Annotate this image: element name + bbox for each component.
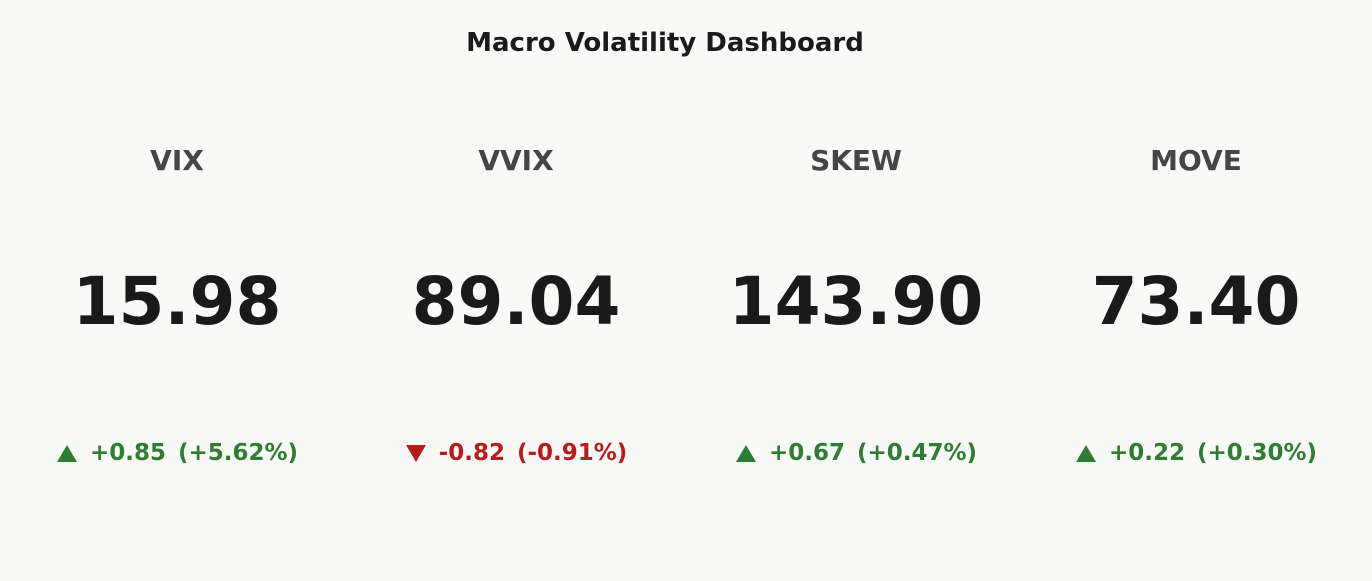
tile-value: 15.98 <box>72 263 282 340</box>
change-row: +0.67 (+0.47%) <box>686 440 1026 466</box>
tile-label: MOVE <box>1150 144 1242 177</box>
tile: VVIX 89.04 -0.82 (-0.91%) <box>346 0 686 581</box>
tile-label: VVIX <box>478 144 554 177</box>
tile-label: SKEW <box>810 144 902 177</box>
change-row: -0.82 (-0.91%) <box>346 440 686 466</box>
title: Macro Volatility Dashboard <box>466 28 864 58</box>
change-row: +0.85 (+5.62%) <box>7 440 347 466</box>
tile: SKEW 143.90 +0.67 (+0.47%) <box>686 0 1026 581</box>
change-pct: (+0.47%) <box>856 440 978 466</box>
tile-value: 89.04 <box>411 263 621 340</box>
up-arrow <box>735 445 756 462</box>
tile: MOVE 73.40 +0.22 (+0.30%) <box>1026 0 1366 581</box>
change: +0.67 <box>768 440 845 466</box>
tile-value: 73.40 <box>1091 263 1301 340</box>
change: +0.22 <box>1108 440 1185 466</box>
up-arrow <box>56 445 77 462</box>
tile: VIX 15.98 +0.85 (+5.62%) <box>7 0 347 581</box>
down-arrow <box>405 445 426 462</box>
up-arrow <box>1075 445 1096 462</box>
change-pct: (-0.91%) <box>516 440 628 466</box>
change-pct: (+0.30%) <box>1196 440 1318 466</box>
change-row: +0.22 (+0.30%) <box>1026 440 1366 466</box>
change-pct: (+5.62%) <box>177 440 299 466</box>
change: +0.85 <box>89 440 166 466</box>
tile-value: 143.90 <box>728 263 984 340</box>
change: -0.82 <box>438 440 505 466</box>
tile-label: VIX <box>150 144 204 177</box>
